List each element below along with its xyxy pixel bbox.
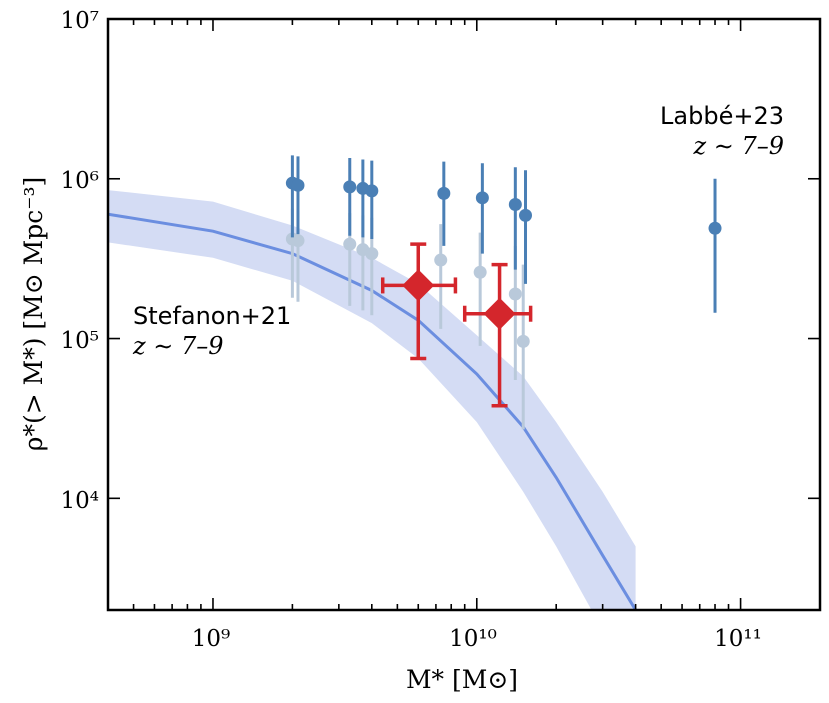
labbe-point [437, 186, 451, 200]
labbe-point [475, 191, 489, 205]
y-tick-label-1e4: 10⁴ [61, 488, 100, 514]
ticks-group [107, 18, 821, 610]
y-tick-label-1e6: 10⁶ [61, 168, 100, 194]
marks-group [285, 155, 722, 430]
x-axis-label: M* [M⊙] [406, 665, 518, 694]
y-axis-label: ρ*(> M*) [M⊙ Mpc⁻³] [19, 177, 48, 451]
labbe-point [519, 208, 533, 222]
labbe-annotation-z: z ∼ 7–9 [692, 132, 784, 160]
labbe-annotation-name: Labbé+23 [660, 102, 784, 130]
y-tick-label-1e5: 10⁵ [61, 328, 100, 354]
new-diamond-point [402, 269, 435, 302]
labbe-point [708, 221, 722, 235]
y-tick-label-1e7: 10⁷ [61, 8, 100, 34]
x-tick-label-1e11: 10¹¹ [714, 626, 762, 652]
labbe-point [343, 180, 357, 194]
stefanon-line [108, 212, 637, 610]
stefanon-annotation-z: z ∼ 7–9 [132, 332, 224, 360]
labbe-light-point [365, 247, 379, 261]
labbe-light-point [473, 265, 487, 279]
labbe-light-point [291, 234, 305, 248]
labbe-point [365, 184, 379, 198]
labbe-point [508, 198, 522, 212]
labbe-light-point [343, 237, 357, 251]
x-tick-label-1e10: 10¹⁰ [449, 626, 497, 652]
labbe-light-point [516, 334, 530, 348]
stefanon-annotation-name: Stefanon+21 [133, 302, 291, 330]
plot-area [108, 155, 722, 610]
labbe-light-point [508, 287, 522, 301]
new-diamond-point [483, 297, 516, 330]
x-tick-label-1e9: 10⁹ [192, 626, 231, 652]
labbe-light-point [434, 253, 448, 267]
labbe-point [291, 178, 305, 192]
